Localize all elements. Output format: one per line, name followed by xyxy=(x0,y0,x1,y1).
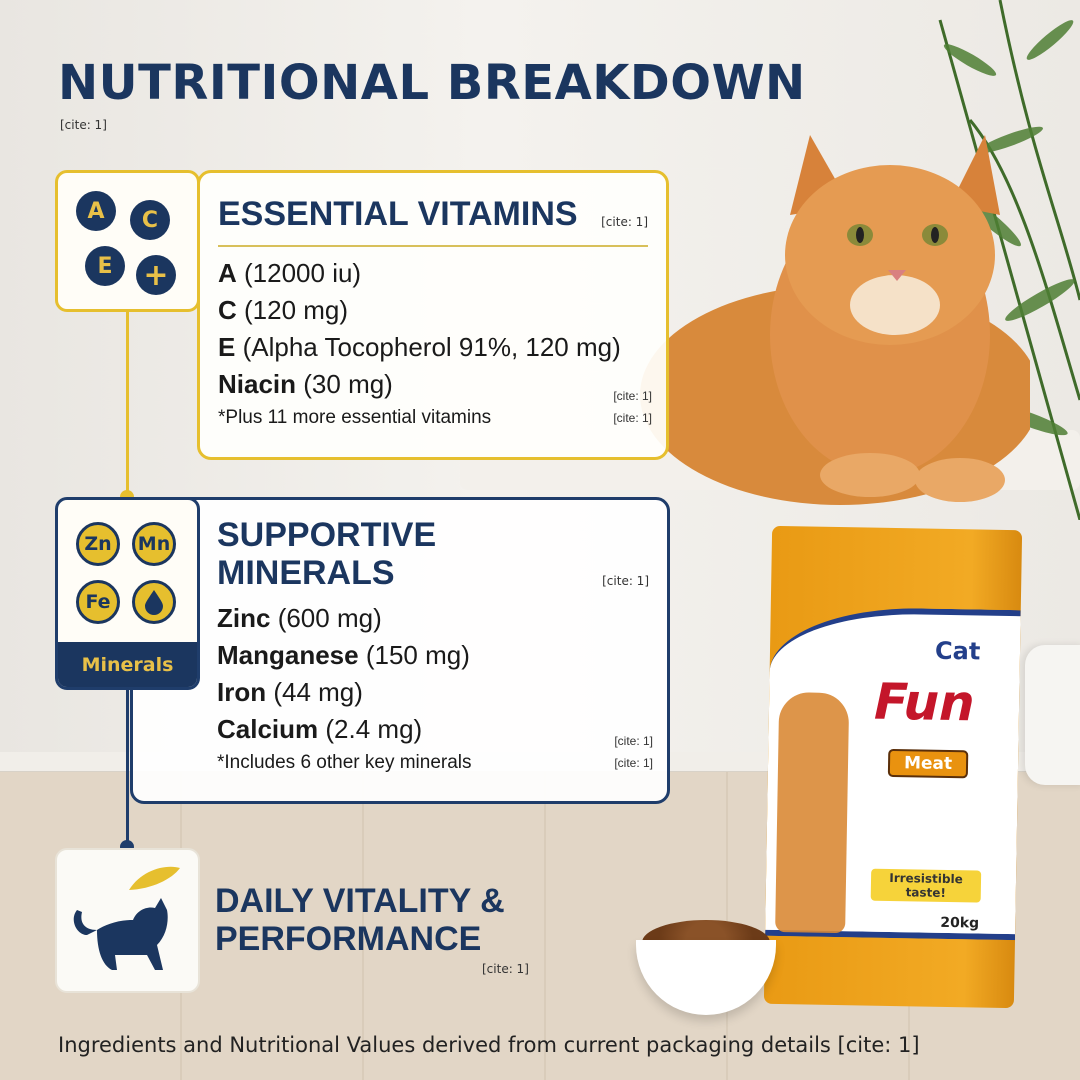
vitamins-card: ESSENTIAL VITAMINS [cite: 1] A (12000 iu… xyxy=(197,170,669,460)
zinc-icon: Zn xyxy=(76,522,120,566)
vitamins-title-cite: [cite: 1] xyxy=(601,215,648,229)
vitality-title: DAILY VITALITY & PERFORMANCE xyxy=(215,882,505,958)
minerals-title-cite: [cite: 1] xyxy=(602,574,649,588)
cat-food-bag: Cat Fun Meat Irresistible taste! 20kg xyxy=(763,525,1023,1009)
connector-gold xyxy=(126,310,129,498)
vitamin-item: Niacin (30 mg) [cite: 1] xyxy=(218,369,652,403)
bag-variant: Meat xyxy=(887,748,969,779)
cat-silhouette-icon xyxy=(73,898,168,970)
feather-icon xyxy=(129,866,180,890)
minerals-title: SUPPORTIVE MINERALS xyxy=(217,516,437,592)
connector-navy xyxy=(126,690,129,850)
vitamin-a-icon: A xyxy=(76,191,116,231)
vitamin-item: C (120 mg) xyxy=(218,295,349,325)
vitamin-item: E (Alpha Tocopherol 91%, 120 mg) xyxy=(218,332,621,362)
plant-pot xyxy=(1025,645,1080,785)
minerals-icon-box: Zn Mn Fe Minerals xyxy=(55,497,200,690)
vitamins-note: *Plus 11 more essential vitamins [cite: 1… xyxy=(218,407,652,428)
title-cite: [cite: 1] xyxy=(60,118,107,132)
mineral-item: Manganese (150 mg) xyxy=(217,640,470,670)
bag-weight: 20kg xyxy=(940,914,980,932)
vitamin-item: A (12000 iu) xyxy=(218,258,362,288)
bag-label-band: Cat Fun Meat Irresistible taste! 20kg xyxy=(765,605,1021,941)
water-drop-icon xyxy=(132,580,176,624)
manganese-icon: Mn xyxy=(132,522,176,566)
bag-brand-small: Cat xyxy=(934,636,981,666)
bag-brand: Fun xyxy=(873,672,976,733)
minerals-note: *Includes 6 other key minerals [cite: 1] xyxy=(217,752,653,773)
mineral-item: Iron (44 mg) xyxy=(217,677,363,707)
mineral-item: Zinc (600 mg) xyxy=(217,603,382,633)
vitamin-c-icon: C xyxy=(130,200,170,240)
vitality-icon-box xyxy=(55,848,200,993)
minerals-card: SUPPORTIVE MINERALS [cite: 1] Zinc (600 m… xyxy=(130,497,670,804)
footer-note: Ingredients and Nutritional Values deriv… xyxy=(58,1033,920,1057)
mineral-item: Calcium (2.4 mg) [cite: 1] xyxy=(217,714,653,748)
bag-badge: Irresistible taste! xyxy=(870,868,982,903)
orange-cat-photo xyxy=(640,135,1030,505)
iron-icon: Fe xyxy=(76,580,120,624)
vitality-cite: [cite: 1] xyxy=(482,962,529,976)
minerals-label: Minerals xyxy=(58,642,197,687)
divider xyxy=(218,245,648,247)
vitamins-icon-box: A C E + xyxy=(55,170,200,312)
bag-cat-image xyxy=(775,692,850,934)
page-title: NUTRITIONAL BREAKDOWN xyxy=(58,55,806,111)
plus-icon: + xyxy=(136,255,176,295)
vitamins-title: ESSENTIAL VITAMINS xyxy=(218,195,578,233)
vitamin-e-icon: E xyxy=(85,246,125,286)
